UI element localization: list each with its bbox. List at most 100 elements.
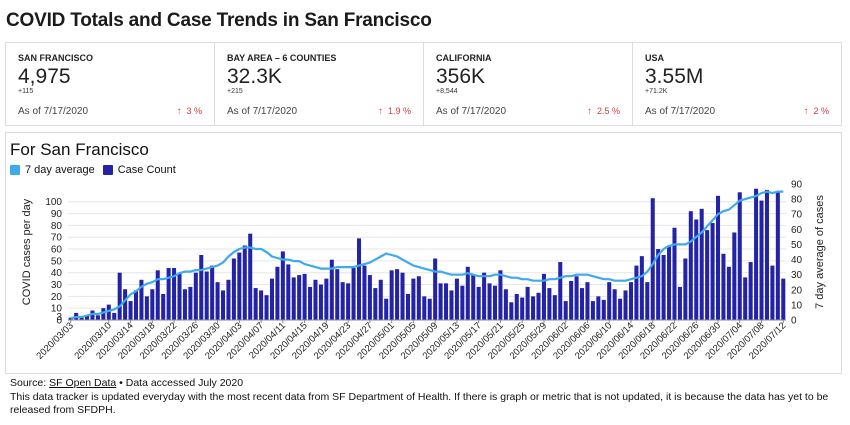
bar — [764, 189, 769, 320]
bar — [85, 315, 90, 320]
bar — [748, 262, 753, 320]
card-value: 32.3K — [227, 65, 282, 88]
bar — [726, 266, 731, 320]
card-delta: +115 — [18, 88, 34, 95]
bar — [482, 272, 487, 320]
legend-swatch-count — [102, 165, 113, 175]
bar — [705, 230, 710, 320]
bar — [237, 252, 242, 320]
arrow-up-icon: ↑ — [803, 106, 809, 117]
bar — [770, 265, 775, 320]
bar — [677, 286, 682, 320]
y-right-tick-label: 20 — [791, 285, 803, 296]
chart-legend: 7 day average Case Count — [10, 164, 184, 176]
bar — [79, 316, 84, 320]
bar — [454, 278, 459, 320]
card-as-of: As of 7/17/2020 — [436, 106, 507, 117]
card-san-francisco[interactable]: SAN FRANCISCO 4,975 +115 As of 7/17/2020… — [6, 43, 215, 125]
bar — [324, 278, 329, 320]
bar — [367, 275, 372, 320]
bar — [569, 280, 574, 320]
bar — [269, 278, 274, 320]
bar — [193, 272, 198, 320]
card-usa[interactable]: USA 3.55M +71.2K As of 7/17/2020 ↑ 2 % — [633, 43, 841, 125]
bar — [590, 301, 595, 320]
bar — [248, 233, 253, 320]
bar — [639, 256, 644, 320]
sf-open-data-link[interactable]: SF Open Data — [49, 377, 117, 389]
footer: Source: SF Open Data • Data accessed Jul… — [10, 377, 840, 418]
bar — [574, 276, 579, 320]
bar — [460, 285, 465, 320]
y-right-tick-label: 50 — [791, 240, 803, 251]
bar — [221, 290, 226, 320]
bar — [422, 296, 427, 320]
y-left-tick-label: 20 — [51, 292, 63, 303]
bar — [172, 267, 177, 320]
bar — [444, 283, 449, 320]
bar — [356, 238, 362, 320]
bar — [133, 290, 139, 320]
legend-item-avg[interactable]: 7 day average — [10, 164, 95, 176]
card-bay-area[interactable]: BAY AREA – 6 COUNTIES 32.3K +215 As of 7… — [215, 43, 424, 125]
bar — [541, 273, 546, 320]
bar — [395, 269, 400, 320]
y-left-tick-label: 70 — [51, 233, 63, 244]
legend-swatch-avg — [10, 165, 20, 175]
y-left-tick-label: 90 — [51, 209, 63, 220]
chart-panel — [5, 132, 842, 374]
bar — [683, 258, 688, 320]
bar — [161, 293, 166, 320]
bar — [351, 267, 356, 320]
bar — [449, 290, 454, 320]
bar — [411, 278, 416, 320]
card-name: USA — [645, 53, 665, 63]
card-name: SAN FRANCISCO — [18, 53, 94, 63]
x-tick-label: 2020/03/03 — [34, 320, 75, 361]
bar — [144, 296, 149, 320]
bar — [286, 264, 291, 320]
bar — [275, 266, 280, 320]
bar — [661, 254, 666, 320]
bar — [90, 310, 95, 320]
bar — [416, 276, 421, 320]
bar — [775, 192, 780, 320]
bar — [400, 272, 405, 320]
bar — [623, 290, 628, 320]
bar — [68, 317, 73, 320]
bar — [117, 272, 122, 320]
bar — [503, 289, 508, 320]
y-right-tick-label: 30 — [791, 270, 803, 281]
source-label: Source: — [10, 377, 50, 389]
bar — [231, 258, 236, 320]
bar — [607, 282, 612, 320]
y-right-tick-label: 0 — [791, 316, 797, 327]
bar — [759, 200, 764, 320]
bar — [667, 245, 672, 320]
legend-item-count[interactable]: Case Count — [102, 164, 176, 176]
bar — [688, 211, 693, 320]
bar — [487, 283, 492, 320]
y-left-tick-label: 80 — [51, 221, 63, 232]
bar — [405, 293, 410, 320]
y-left-tick-label: 100 — [45, 197, 62, 208]
bar — [536, 292, 541, 320]
bar — [721, 253, 726, 320]
y-right-tick-label: 10 — [791, 300, 803, 311]
card-california[interactable]: CALIFORNIA 356K +8,544 As of 7/17/2020 ↑… — [424, 43, 633, 125]
summary-cards: SAN FRANCISCO 4,975 +115 As of 7/17/2020… — [5, 42, 842, 126]
bar — [656, 249, 661, 320]
bar — [291, 277, 296, 320]
y-left-axis-title: COVID cases per day — [21, 198, 33, 305]
bar — [585, 282, 590, 320]
y-right-tick-label: 60 — [791, 225, 803, 236]
bar — [177, 272, 182, 320]
y-left-tick-label: 30 — [51, 280, 63, 291]
card-pct-change: ↑ 2.5 % — [587, 106, 620, 117]
bar — [302, 273, 307, 320]
card-as-of: As of 7/17/2020 — [645, 106, 716, 117]
bar — [259, 290, 264, 320]
card-pct-change: ↑ 2 % — [803, 106, 829, 117]
bar — [618, 298, 623, 320]
